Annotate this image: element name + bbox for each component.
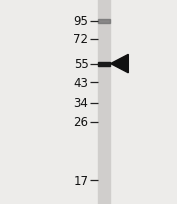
Text: 34: 34 — [74, 96, 88, 110]
Polygon shape — [111, 55, 128, 73]
Text: 55: 55 — [74, 58, 88, 71]
Text: 17: 17 — [73, 174, 88, 187]
Bar — [98, 20, 110, 23]
Bar — [98, 62, 110, 67]
Text: 72: 72 — [73, 33, 88, 46]
Bar — [98, 0, 110, 204]
Text: 95: 95 — [74, 15, 88, 28]
Text: 26: 26 — [73, 116, 88, 129]
Text: 43: 43 — [74, 76, 88, 89]
